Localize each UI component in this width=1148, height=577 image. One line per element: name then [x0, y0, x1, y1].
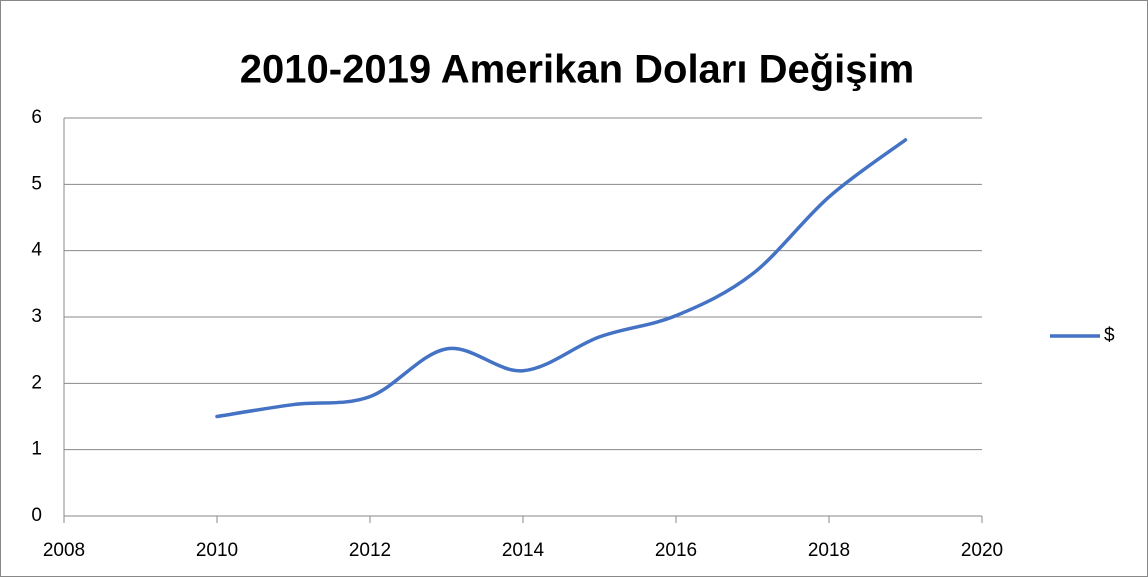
y-tick-label: 3 [31, 306, 42, 327]
y-tick-label: 4 [31, 240, 42, 261]
x-tick-label: 2008 [43, 540, 85, 561]
x-tick-label: 2020 [961, 540, 1003, 561]
x-tick-label: 2010 [196, 540, 238, 561]
x-tick-label: 2012 [349, 540, 391, 561]
y-tick-label: 0 [31, 505, 42, 526]
legend-label: $ [1104, 325, 1115, 346]
x-tick-label: 2016 [655, 540, 697, 561]
x-tick-label: 2018 [808, 540, 850, 561]
y-tick-label: 5 [31, 173, 42, 194]
series-line [215, 138, 908, 419]
chart-title: 2010-2019 Amerikan Doları Değişim [240, 48, 914, 92]
x-tick-label: 2014 [502, 540, 545, 561]
y-tick-label: 1 [31, 439, 42, 460]
y-tick-label: 6 [31, 107, 42, 128]
y-tick-label: 2 [31, 372, 42, 393]
